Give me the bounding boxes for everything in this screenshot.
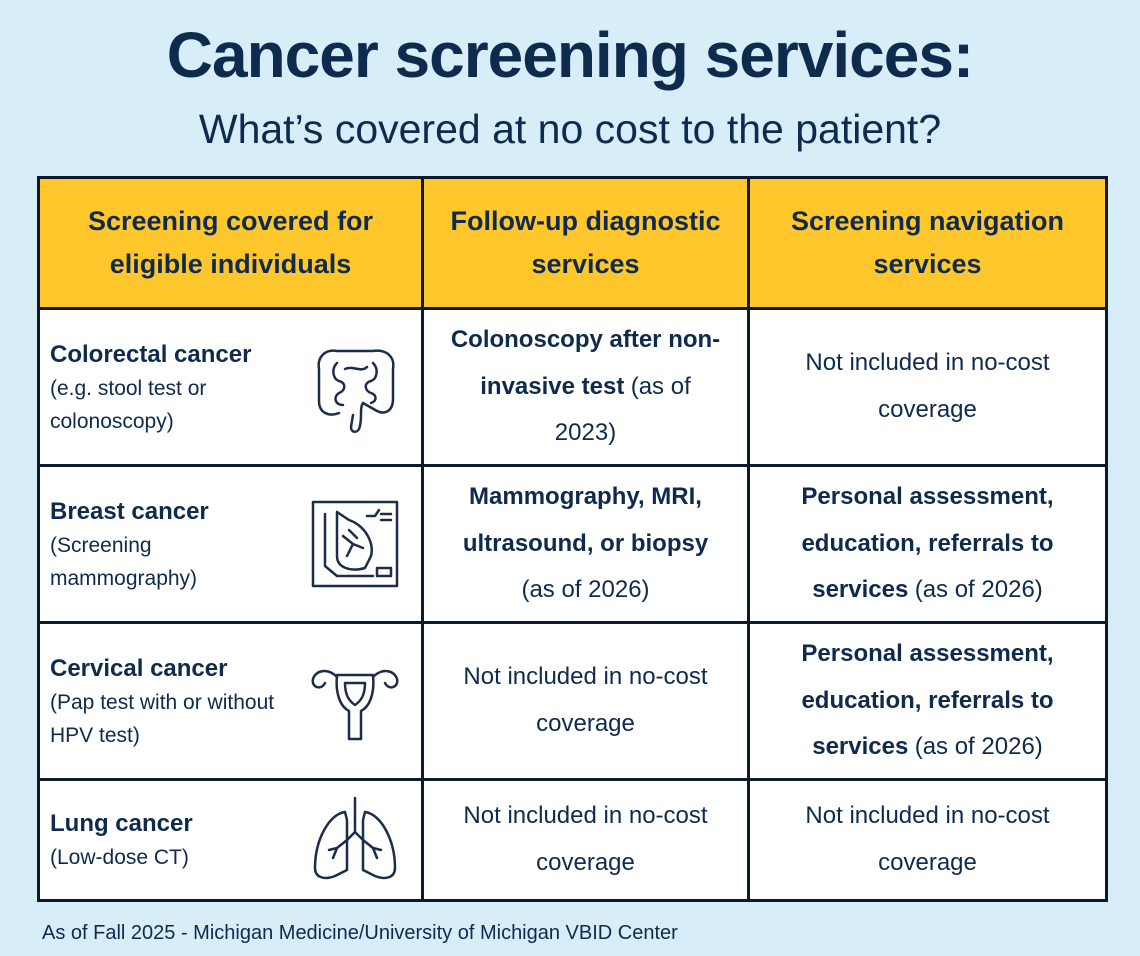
screening-cell: Colorectal cancer (e.g. stool test or col… (37, 307, 424, 467)
table-body: Colorectal cancer (e.g. stool test or col… (37, 307, 1108, 902)
screening-cell: Lung cancer (Low-dose CT) (37, 778, 424, 902)
table-row: Breast cancer (Screening mammography) Mamm… (37, 464, 1108, 624)
screening-cell: Cervical cancer (Pap test with or without… (37, 621, 424, 781)
cancer-name: Cervical cancer (50, 654, 228, 682)
cell: Personal assessment, education, referral… (747, 464, 1108, 624)
cancer-name: Colorectal cancer (50, 340, 252, 368)
cell: Colonoscopy after non-invasive test (as … (421, 307, 750, 467)
cell-text: (as of 2026) (914, 576, 1043, 604)
column-header: Screening navigation services (747, 176, 1108, 310)
cell: Not included in no-cost coverage (421, 621, 750, 781)
mammography-icon (311, 500, 399, 588)
column-header: Follow-up diagnostic services (421, 176, 750, 310)
colon-icon (317, 349, 395, 433)
table-row: Cervical cancer (Pap test with or without… (37, 621, 1108, 781)
cell: Not included in no-cost coverage (747, 778, 1108, 902)
cancer-name: Breast cancer (50, 497, 209, 525)
cell: Personal assessment, education, referral… (747, 621, 1108, 781)
cell-text: Personal assessment, education, referral… (801, 639, 1054, 761)
test-detail: (Screening mammography) (50, 534, 198, 590)
test-detail: (Low-dose CT) (50, 846, 189, 870)
test-detail: (e.g. stool test or colonoscopy) (50, 377, 207, 433)
table-row: Lung cancer (Low-dose CT) Not included in … (37, 778, 1108, 902)
uterus-icon (311, 669, 399, 741)
cell-text: Not included in no-cost coverage (463, 663, 708, 737)
cell-text: (as of 2026) (521, 576, 650, 604)
column-header: Screening covered for eligible individua… (37, 176, 424, 310)
cell-text: Not included in no-cost coverage (463, 802, 708, 876)
coverage-table: Screening covered for eligible individua… (37, 176, 1108, 902)
footer: As of Fall 2025 - Michigan Medicine/Univ… (42, 922, 678, 944)
subtitle: What’s covered at no cost to the patient… (198, 106, 942, 152)
cell-text: Mammography, MRI, ultrasound, or biopsy (462, 482, 709, 557)
cancer-name: Lung cancer (50, 810, 193, 838)
title: Cancer screening services: (166, 19, 974, 91)
cell: Not included in no-cost coverage (747, 307, 1108, 467)
cell: Not included in no-cost coverage (421, 778, 750, 902)
table-row: Colorectal cancer (e.g. stool test or col… (37, 307, 1108, 467)
cell-text: Not included in no-cost coverage (805, 802, 1050, 876)
cell-text: Not included in no-cost coverage (805, 349, 1050, 423)
lungs-icon (313, 796, 397, 880)
header-row: Screening covered for eligible individua… (37, 176, 1108, 310)
cell-text: Colonoscopy after non-invasive test (450, 325, 721, 400)
cell: Mammography, MRI, ultrasound, or biopsy … (421, 464, 750, 624)
screening-cell: Breast cancer (Screening mammography) (37, 464, 424, 624)
cell-text: (as of 2023) (554, 372, 691, 447)
cell-text: (as of 2026) (914, 733, 1043, 761)
cell-text: Personal assessment, education, referral… (801, 482, 1054, 604)
test-detail: (Pap test with or without HPV test) (50, 691, 275, 747)
